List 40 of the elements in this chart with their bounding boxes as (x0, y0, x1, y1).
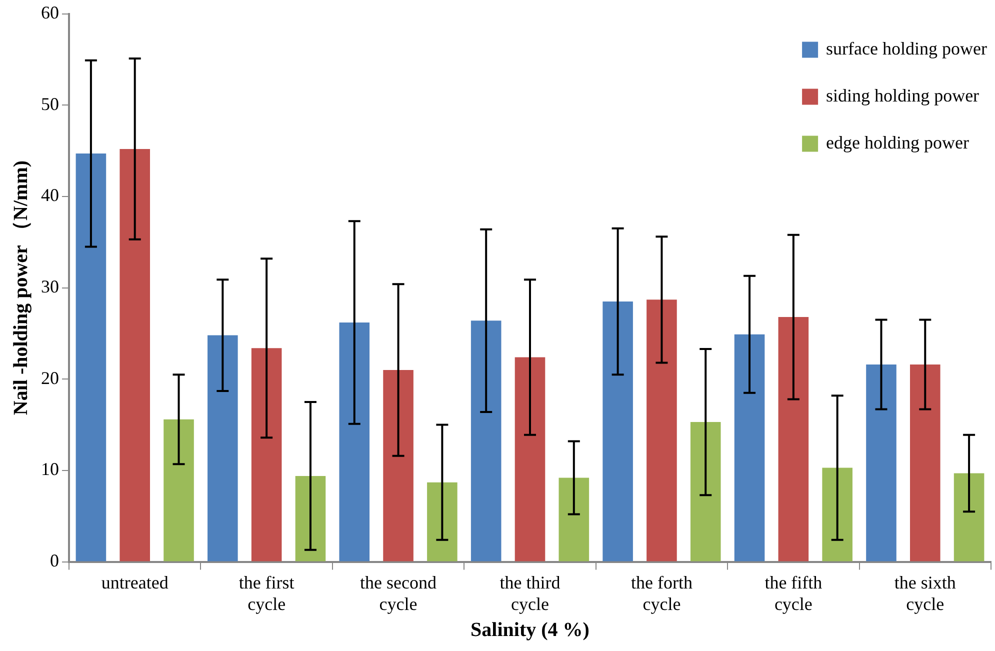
x-tick-label: the sixth cycle (894, 572, 956, 614)
bar (646, 300, 677, 562)
y-tick-label: 0 (50, 550, 59, 571)
bar (339, 322, 370, 562)
x-tick-label: untreated (101, 572, 168, 592)
y-tick-label: 60 (41, 2, 59, 23)
legend-label: siding holding power (826, 86, 980, 106)
y-tick-label: 20 (41, 368, 59, 388)
bar (778, 317, 809, 562)
bar (734, 334, 765, 562)
bar (514, 357, 546, 562)
y-tick-label: 40 (41, 185, 59, 206)
y-tick-label: 30 (41, 276, 59, 297)
bar (910, 364, 940, 562)
bar (470, 320, 502, 562)
bar (295, 476, 326, 562)
bar (427, 482, 458, 562)
bar (954, 473, 984, 562)
x-tick-label: the second cycle (360, 572, 437, 614)
bar (822, 468, 852, 562)
bar (558, 478, 590, 562)
bar (208, 335, 238, 562)
legend-label: edge holding power (826, 132, 970, 153)
bar (164, 419, 194, 562)
bar (866, 364, 896, 562)
x-tick-label: the fifth cycle (764, 572, 822, 614)
bar (690, 422, 721, 562)
bar (602, 302, 633, 562)
bar (120, 148, 150, 562)
y-tick-label: 10 (41, 459, 59, 480)
x-tick-label: the first cycle (238, 572, 294, 614)
bar (251, 348, 282, 562)
bar (383, 370, 414, 562)
y-axis-title: Nail -holding power （N/mm) (10, 160, 32, 416)
x-tick-label: the third cycle (500, 572, 560, 614)
y-tick-label: 50 (41, 94, 59, 114)
x-tick-label: the forth cycle (630, 572, 692, 614)
legend-label: surface holding power (826, 38, 988, 59)
bar (76, 154, 106, 562)
x-axis-title: Salinity (4 %) (470, 619, 590, 642)
